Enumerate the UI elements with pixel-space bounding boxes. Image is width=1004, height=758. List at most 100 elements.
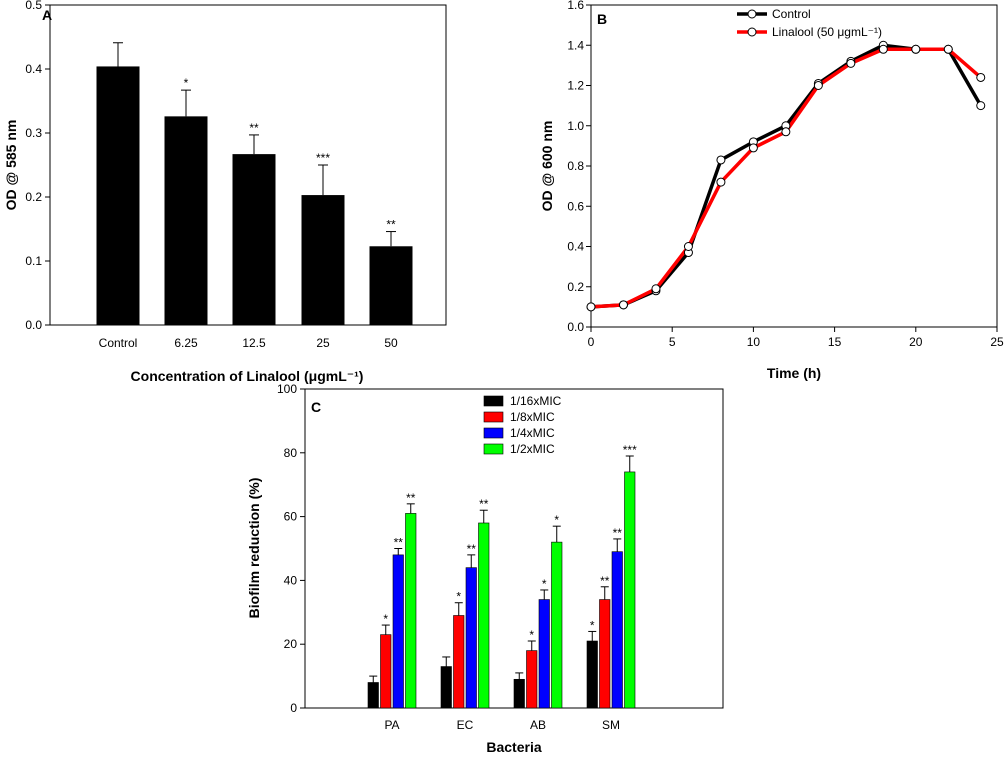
y-tick-label: 0.0 bbox=[25, 318, 42, 332]
data-point bbox=[716, 155, 726, 165]
bar bbox=[624, 471, 636, 709]
y-axis-title: OD @ 600 nm bbox=[539, 121, 555, 212]
significance-label: *** bbox=[316, 151, 330, 165]
bar bbox=[405, 513, 417, 709]
y-tick-label: 0.1 bbox=[25, 254, 42, 268]
bar bbox=[611, 551, 623, 709]
significance-label: ** bbox=[600, 574, 610, 588]
y-tick-label: 0.2 bbox=[567, 280, 584, 294]
legend-marker bbox=[747, 27, 757, 37]
significance-label: ** bbox=[467, 542, 477, 556]
bar bbox=[453, 615, 465, 709]
panel-letter: A bbox=[42, 7, 52, 23]
y-tick-label: 60 bbox=[284, 510, 298, 524]
significance-label: ** bbox=[394, 536, 404, 550]
y-tick-label: 20 bbox=[284, 637, 298, 651]
y-axis-title: Biofilm reduction (%) bbox=[246, 478, 262, 619]
bar bbox=[164, 116, 208, 325]
y-tick-label: 0.0 bbox=[567, 320, 584, 334]
bar bbox=[586, 640, 598, 709]
x-axis-title: Concentration of Linalool (μgmL⁻¹) bbox=[131, 368, 364, 384]
y-tick-label: 0.8 bbox=[567, 159, 584, 173]
chart-panel-b: 0.0 0.2 0.4 0.6 0.8 1.0 1.2 1.4 1.6 0 5 10 15 20 25 Con… bbox=[539, 0, 1004, 381]
significance-label: * bbox=[184, 76, 189, 90]
x-tick-label: 25 bbox=[990, 335, 1004, 349]
bar bbox=[367, 682, 379, 709]
x-tick-label: SM bbox=[602, 718, 620, 732]
x-tick-label: 25 bbox=[316, 336, 330, 350]
x-tick-label: 15 bbox=[828, 335, 842, 349]
panel-letter: B bbox=[597, 11, 607, 27]
legend-label: 1/8xMIC bbox=[510, 410, 555, 424]
significance-label: * bbox=[529, 628, 534, 642]
bar bbox=[440, 666, 452, 709]
y-tick-label: 1.0 bbox=[567, 119, 584, 133]
data-point bbox=[781, 127, 791, 137]
significance-label: * bbox=[590, 618, 595, 632]
bar bbox=[380, 634, 392, 709]
significance-label: *** bbox=[623, 443, 637, 457]
bar bbox=[96, 66, 140, 325]
data-point bbox=[651, 284, 661, 294]
x-tick-label: 12.5 bbox=[242, 336, 266, 350]
significance-label: ** bbox=[479, 497, 489, 511]
x-tick-label: EC bbox=[457, 718, 474, 732]
legend-label: 1/4xMIC bbox=[510, 426, 555, 440]
y-tick-label: 0.4 bbox=[25, 62, 42, 76]
bar bbox=[599, 599, 611, 709]
y-tick-label: 100 bbox=[277, 382, 297, 396]
y-tick-label: 1.6 bbox=[567, 0, 584, 12]
plot-frame bbox=[590, 4, 998, 328]
significance-label: ** bbox=[406, 491, 416, 505]
data-point bbox=[716, 177, 726, 187]
bar bbox=[465, 567, 477, 709]
series-line-linalool bbox=[590, 47, 982, 309]
bar bbox=[392, 554, 404, 709]
y-tick-label: 0.4 bbox=[567, 240, 584, 254]
y-tick-label: 1.4 bbox=[567, 38, 584, 52]
data-point bbox=[846, 58, 856, 68]
legend-label: 1/2xMIC bbox=[510, 442, 555, 456]
data-point bbox=[943, 44, 953, 54]
bar bbox=[513, 678, 525, 709]
legend-label: Linalool (50 μgmL⁻¹) bbox=[772, 25, 882, 39]
significance-label: ** bbox=[249, 121, 259, 135]
x-tick-label: AB bbox=[530, 718, 546, 732]
significance-label: * bbox=[383, 612, 388, 626]
bar bbox=[551, 541, 563, 709]
y-tick-label: 0.5 bbox=[25, 0, 42, 12]
x-tick-label: 6.25 bbox=[174, 336, 198, 350]
significance-label: * bbox=[554, 513, 559, 527]
chart-panel-c: 020406080100*****PA*****EC***AB********S… bbox=[246, 382, 724, 755]
x-tick-label: 50 bbox=[384, 336, 398, 350]
y-tick-label: 0.3 bbox=[25, 126, 42, 140]
bar bbox=[538, 599, 550, 709]
x-tick-label: 10 bbox=[747, 335, 761, 349]
significance-label: ** bbox=[613, 526, 623, 540]
panel-letter: C bbox=[311, 399, 321, 415]
bar bbox=[301, 195, 345, 325]
legend-swatch bbox=[483, 395, 504, 407]
bar bbox=[232, 154, 276, 325]
y-tick-label: 0.6 bbox=[567, 199, 584, 213]
legend-label: 1/16xMIC bbox=[510, 394, 562, 408]
legend-swatch bbox=[483, 443, 504, 455]
significance-label: * bbox=[542, 577, 547, 591]
data-point bbox=[683, 242, 693, 251]
y-tick-label: 40 bbox=[284, 573, 298, 587]
x-tick-label: PA bbox=[384, 718, 399, 732]
x-tick-label: 0 bbox=[588, 335, 595, 349]
x-tick-label: 5 bbox=[669, 335, 676, 349]
chart-panel-a: 0.0 0.1 0.2 0.3 0.4 0.5 Control * 6.25 ** 12.5 *** 2… bbox=[3, 0, 447, 384]
legend-swatch bbox=[483, 427, 504, 439]
x-axis-title: Bacteria bbox=[486, 739, 541, 755]
x-axis-title: Time (h) bbox=[767, 365, 821, 381]
x-tick-label: 20 bbox=[909, 335, 923, 349]
data-point bbox=[748, 143, 758, 153]
y-tick-label: 80 bbox=[284, 446, 298, 460]
data-point bbox=[813, 81, 823, 90]
data-point bbox=[976, 72, 986, 82]
bar bbox=[526, 650, 538, 709]
bar bbox=[478, 522, 490, 709]
